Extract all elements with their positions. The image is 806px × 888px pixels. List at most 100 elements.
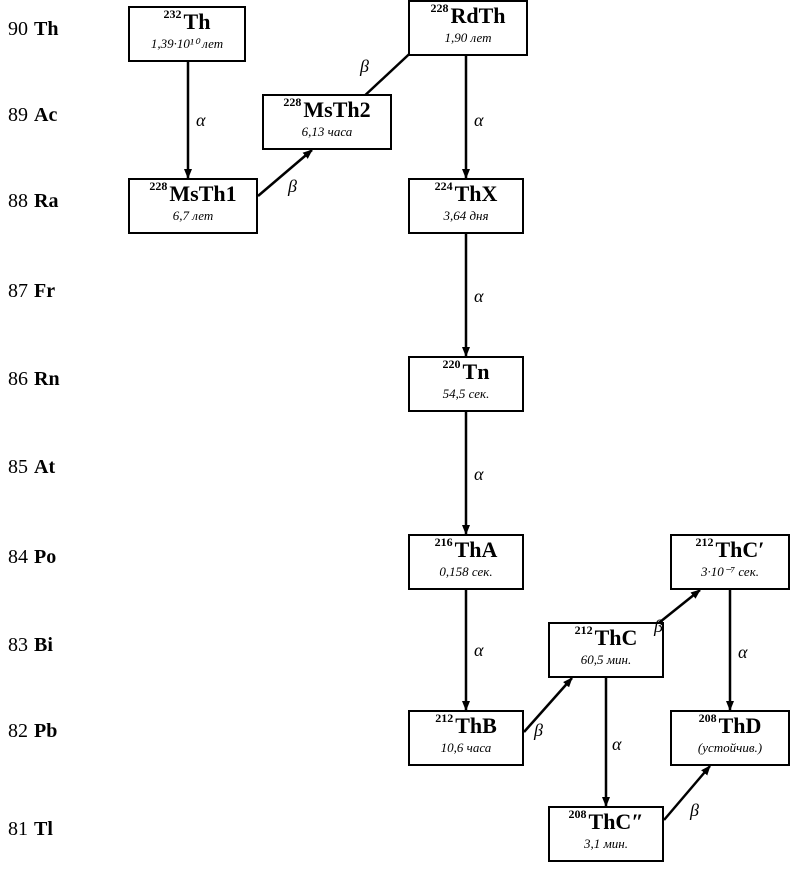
nuclide-title: 224ThX <box>414 182 518 206</box>
nuclide-box-thc: 212ThC 60,5 мин. <box>548 622 664 678</box>
half-life: 1,90 лет <box>414 30 522 46</box>
atomic-number: 85 <box>8 456 34 478</box>
decay-type-label: β <box>534 720 543 741</box>
decay-arrow-thcpp-thd <box>664 766 710 820</box>
nuclide-box-tn: 220Tn 54,5 сек. <box>408 356 524 412</box>
decay-type-label: α <box>474 464 483 485</box>
element-symbol: Ra <box>34 190 58 212</box>
element-symbol: Fr <box>34 280 55 302</box>
mass-number: 228 <box>283 95 303 109</box>
half-life: (устойчив.) <box>676 740 784 756</box>
nuclide-box-thb: 212ThB 10,6 часа <box>408 710 524 766</box>
decay-type-label: α <box>474 640 483 661</box>
nuclide-title: 208ThD <box>676 714 784 738</box>
half-life: 0,158 сек. <box>414 564 518 580</box>
atomic-number: 81 <box>8 818 34 840</box>
nuclide-title: 228MsTh1 <box>134 182 252 206</box>
nuclide-box-thx: 224ThX3,64 дня <box>408 178 524 234</box>
mass-number: 208 <box>699 711 719 725</box>
nuclide-symbol: MsTh2 <box>303 97 370 122</box>
decay-type-label: α <box>612 734 621 755</box>
decay-type-label: α <box>196 110 205 131</box>
mass-number: 228 <box>430 1 450 15</box>
mass-number: 216 <box>435 535 455 549</box>
element-symbol: Pb <box>34 720 57 742</box>
nuclide-symbol: ThA <box>455 537 498 562</box>
nuclide-symbol: MsTh1 <box>169 181 236 206</box>
nuclide-title: 212ThC′ <box>676 538 784 562</box>
decay-type-label: β <box>288 176 297 197</box>
nuclide-box-rdth: 228RdTh 1,90 лет <box>408 0 528 56</box>
nuclide-box-msth2: 228MsTh2 6,13 часа <box>262 94 392 150</box>
atomic-number: 84 <box>8 546 34 568</box>
decay-type-label: β <box>360 56 369 77</box>
mass-number: 212 <box>575 623 595 637</box>
atomic-number: 88 <box>8 190 34 212</box>
nuclide-symbol: Tn <box>463 359 490 384</box>
nuclide-title: 228MsTh2 <box>268 98 386 122</box>
decay-series-diagram: 90Th 89Ac 88Ra 87Fr 86Rn 85At 84Po 83Bi 82Pb 81Tl… <box>0 0 806 888</box>
decay-type-label: α <box>474 286 483 307</box>
atomic-number: 83 <box>8 634 34 656</box>
row-label-tl: 81Tl <box>8 818 53 841</box>
decay-type-label: α <box>474 110 483 131</box>
half-life: 3,1 мин. <box>554 836 658 852</box>
mass-number: 212 <box>435 711 455 725</box>
nuclide-symbol: ThC′ <box>716 537 765 562</box>
row-label-fr: 87Fr <box>8 280 55 303</box>
nuclide-symbol: RdTh <box>450 3 505 28</box>
row-label-ra: 88Ra <box>8 190 58 213</box>
nuclide-box-thd: 208ThD (устойчив.) <box>670 710 790 766</box>
half-life: 10,6 часа <box>414 740 518 756</box>
decay-arrow-msth1-msth2 <box>258 150 312 196</box>
half-life: 54,5 сек. <box>414 386 518 402</box>
half-life: 1,39·10¹⁰ лет <box>134 36 240 52</box>
nuclide-title: 220Tn <box>414 360 518 384</box>
atomic-number: 90 <box>8 18 34 40</box>
nuclide-title: 216ThA <box>414 538 518 562</box>
element-symbol: Bi <box>34 634 53 656</box>
nuclide-symbol: ThD <box>719 713 762 738</box>
nuclide-title: 208ThC″ <box>554 810 658 834</box>
atomic-number: 87 <box>8 280 34 302</box>
nuclide-symbol: ThC <box>595 625 638 650</box>
nuclide-title: 232Th <box>134 10 240 34</box>
row-label-ac: 89Ac <box>8 104 57 127</box>
nuclide-title: 212ThC <box>554 626 658 650</box>
row-label-rn: 86Rn <box>8 368 60 391</box>
half-life: 6,13 часа <box>268 124 386 140</box>
nuclide-box-thcpr: 212ThC′ 3·10⁻⁷ сек. <box>670 534 790 590</box>
mass-number: 220 <box>443 357 463 371</box>
nuclide-box-thcpp: 208ThC″ 3,1 мин. <box>548 806 664 862</box>
half-life: 3·10⁻⁷ сек. <box>676 564 784 580</box>
mass-number: 228 <box>149 179 169 193</box>
nuclide-symbol: ThB <box>455 713 497 738</box>
decay-type-label: α <box>738 642 747 663</box>
mass-number: 208 <box>569 807 589 821</box>
element-symbol: Ac <box>34 104 57 126</box>
atomic-number: 86 <box>8 368 34 390</box>
row-label-th: 90Th <box>8 18 58 41</box>
nuclide-title: 212ThB <box>414 714 518 738</box>
atomic-number: 82 <box>8 720 34 742</box>
nuclide-box-msth1: 228MsTh1 6,7 лет <box>128 178 258 234</box>
row-label-pb: 82Pb <box>8 720 57 743</box>
mass-number: 232 <box>164 7 184 21</box>
nuclide-symbol: ThC″ <box>589 809 644 834</box>
decay-type-label: β <box>654 616 663 637</box>
element-symbol: At <box>34 456 55 478</box>
nuclide-box-th232: 232Th 1,39·10¹⁰ лет <box>128 6 246 62</box>
mass-number: 212 <box>696 535 716 549</box>
half-life: 60,5 мин. <box>554 652 658 668</box>
nuclide-symbol: ThX <box>455 181 498 206</box>
mass-number: 224 <box>435 179 455 193</box>
nuclide-box-tha: 216ThA 0,158 сек. <box>408 534 524 590</box>
nuclide-title: 228RdTh <box>414 4 522 28</box>
row-label-po: 84Po <box>8 546 56 569</box>
decay-arrow-thb-thc <box>524 678 572 732</box>
decay-type-label: β <box>690 800 699 821</box>
half-life: 6,7 лет <box>134 208 252 224</box>
atomic-number: 89 <box>8 104 34 126</box>
element-symbol: Po <box>34 546 56 568</box>
row-label-bi: 83Bi <box>8 634 53 657</box>
